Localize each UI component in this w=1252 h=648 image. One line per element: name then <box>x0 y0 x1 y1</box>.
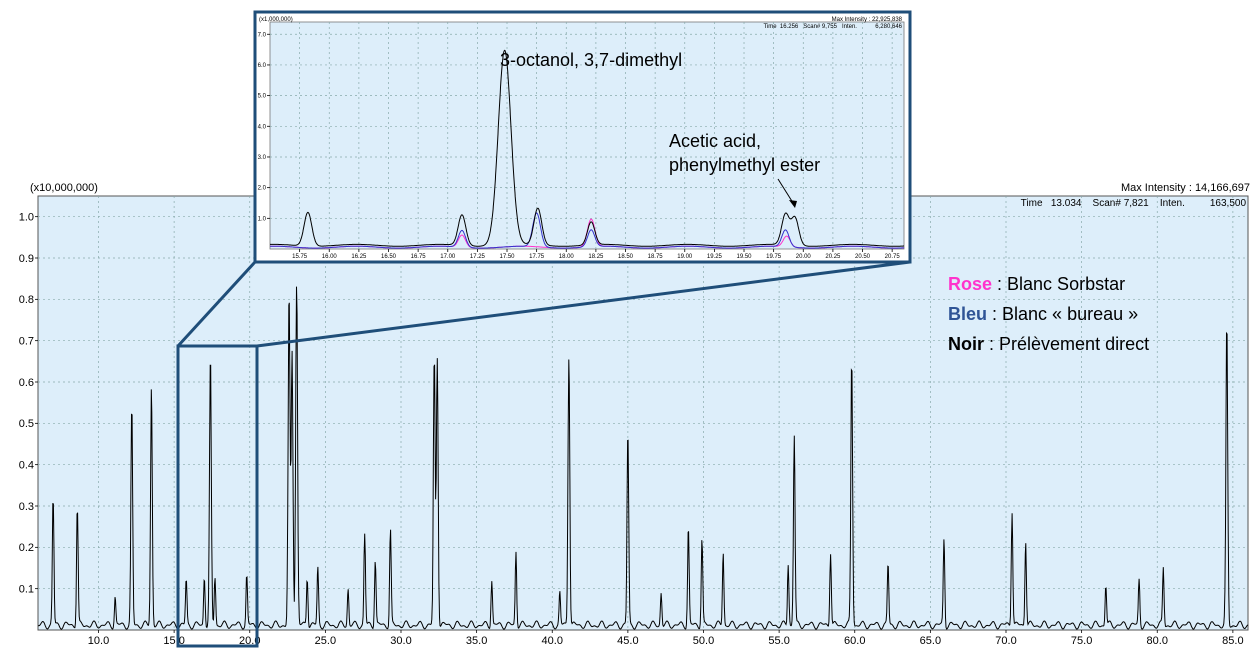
legend-key-noir: Noir <box>948 334 984 354</box>
inset-x-tick-6: 17.25 <box>470 254 486 260</box>
inset-x-tick-1: 16.00 <box>322 254 338 260</box>
annotation-octanol: 3-octanol, 3,7-dimethyl <box>500 50 682 70</box>
legend-sep-rose: : <box>992 274 1007 294</box>
main-x-tick-8: 50.0 <box>693 635 714 647</box>
main-plot-background <box>37 195 1249 631</box>
inset-y-tick-0: 1.0 <box>258 216 267 222</box>
main-x-tick-6: 40.0 <box>542 635 563 647</box>
annotation-acetic-acid-line2: phenylmethyl ester <box>669 155 820 175</box>
inset-x-tick-10: 18.25 <box>588 254 604 260</box>
main-chart: 0.10.20.30.40.50.60.70.80.91.0 10.0 15.0 2… <box>19 182 1250 647</box>
legend-label-bleu: Blanc « bureau » <box>1002 304 1138 324</box>
inset-x-tick-0: 15.75 <box>292 254 308 260</box>
inset-x-tick-8: 17.75 <box>529 254 545 260</box>
inset-x-tick-11: 18.50 <box>618 254 634 260</box>
inset-x-tick-19: 20.50 <box>855 254 871 260</box>
main-x-tick-7: 45.0 <box>617 635 638 647</box>
inset-y-tick-3: 4.0 <box>258 124 267 130</box>
legend-sep-noir: : <box>984 334 999 354</box>
main-x-tick-9: 55.0 <box>768 635 789 647</box>
main-black-trace <box>37 286 1249 630</box>
zoom-callout <box>176 260 911 648</box>
inset-x-tick-13: 19.00 <box>677 254 693 260</box>
inset-multiplier-label: (x1,000,000) <box>259 17 293 23</box>
inset-x-tick-18: 20.25 <box>825 254 841 260</box>
inset-x-tick-17: 20.00 <box>796 254 812 260</box>
zoom-region-box <box>176 344 259 648</box>
inset-black-trace <box>270 49 904 247</box>
main-x-tick-13: 75.0 <box>1071 635 1092 647</box>
inset-x-tick-20: 20.75 <box>885 254 901 260</box>
legend-item-bleu: Bleu : Blanc « bureau » <box>948 304 1138 324</box>
main-multiplier-label: (x10,000,000) <box>30 182 98 194</box>
zoom-connector-right <box>256 260 911 348</box>
legend-key-bleu: Bleu <box>948 304 987 324</box>
inset-x-tick-12: 18.75 <box>648 254 664 260</box>
inset-blue-trace <box>270 212 905 249</box>
legend-label-noir: Prélèvement direct <box>999 334 1149 354</box>
inset-y-tick-labels: 1.0 2.0 3.0 4.0 5.0 6.0 7.0 <box>258 32 270 222</box>
inset-x-tick-16: 19.75 <box>766 254 782 260</box>
inset-x-tick-labels: 15.75 16.00 16.25 16.50 16.75 17.00 17.25 17.50… <box>292 249 900 260</box>
main-x-tick-14: 80.0 <box>1147 635 1168 647</box>
main-y-tick-5: 0.6 <box>19 377 34 389</box>
inset-x-tick-7: 17.50 <box>500 254 516 260</box>
legend-label-rose: Blanc Sorbstar <box>1007 274 1125 294</box>
main-x-tick-4: 30.0 <box>390 635 411 647</box>
inset-x-tick-9: 18.00 <box>559 254 575 260</box>
main-x-tick-labels: 10.0 15.0 20.0 25.0 30.0 35.0 40.0 45.0 50.0 55.0… <box>88 630 1244 647</box>
main-y-tick-2: 0.3 <box>19 501 34 513</box>
inset-x-tick-4: 16.75 <box>411 254 427 260</box>
main-x-tick-11: 65.0 <box>920 635 941 647</box>
main-y-tick-7: 0.8 <box>19 294 34 306</box>
legend-item-noir: Noir : Prélèvement direct <box>948 334 1149 354</box>
inset-x-tick-3: 16.50 <box>381 254 397 260</box>
legend-key-rose: Rose <box>948 274 992 294</box>
inset-y-tick-1: 2.0 <box>258 186 267 192</box>
main-x-tick-2: 20.0 <box>239 635 260 647</box>
main-x-tick-0: 10.0 <box>88 635 109 647</box>
inset-x-tick-15: 19.50 <box>737 254 753 260</box>
annotation-acetic-acid-line1: Acetic acid, <box>669 131 761 151</box>
inset-x-tick-5: 17.00 <box>440 254 456 260</box>
legend: Rose : Blanc Sorbstar Bleu : Blanc « bur… <box>948 274 1149 354</box>
annotation-arrowhead <box>789 200 797 208</box>
main-x-tick-12: 70.0 <box>995 635 1016 647</box>
inset-grid <box>270 22 904 249</box>
main-y-tick-labels: 0.1 0.2 0.3 0.4 0.5 0.6 0.7 0.8 0.9 1.0 <box>19 212 38 596</box>
main-y-tick-4: 0.5 <box>19 418 34 430</box>
main-y-tick-8: 0.9 <box>19 253 34 265</box>
main-y-tick-0: 0.1 <box>19 584 34 596</box>
main-y-tick-6: 0.7 <box>19 336 34 348</box>
main-y-tick-9: 1.0 <box>19 212 34 224</box>
inset-x-tick-14: 19.25 <box>707 254 723 260</box>
inset-info-line: Time 16.256 Scan# 9,755 Inten. 6,280,646 <box>763 24 902 30</box>
zoom-connector-left <box>176 260 257 348</box>
main-x-tick-3: 25.0 <box>315 635 336 647</box>
legend-item-rose: Rose : Blanc Sorbstar <box>948 274 1125 294</box>
inset-max-intensity: Max Intensity : 22,925,838 <box>832 17 903 23</box>
main-y-tick-1: 0.2 <box>19 542 34 554</box>
inset-x-tick-2: 16.25 <box>351 254 367 260</box>
inset-y-tick-4: 5.0 <box>258 94 267 100</box>
main-x-tick-5: 35.0 <box>466 635 487 647</box>
inset-y-tick-5: 6.0 <box>258 63 267 69</box>
main-max-intensity: Max Intensity : 14,166,697 <box>1121 182 1250 194</box>
main-info-line: Time 13.034 Scan# 7,821 Inten. 163,500 <box>1021 198 1247 209</box>
main-x-tick-15: 85.0 <box>1222 635 1243 647</box>
inset-plot-background <box>269 21 905 250</box>
inset-y-tick-2: 3.0 <box>258 155 267 161</box>
inset-chart: 1.0 2.0 3.0 4.0 5.0 6.0 7.0 15.75 16.00 16.25 16.… <box>253 10 912 264</box>
main-y-tick-3: 0.4 <box>19 460 34 472</box>
inset-y-tick-6: 7.0 <box>258 32 267 38</box>
main-x-tick-10: 60.0 <box>844 635 865 647</box>
legend-sep-bleu: : <box>987 304 1002 324</box>
